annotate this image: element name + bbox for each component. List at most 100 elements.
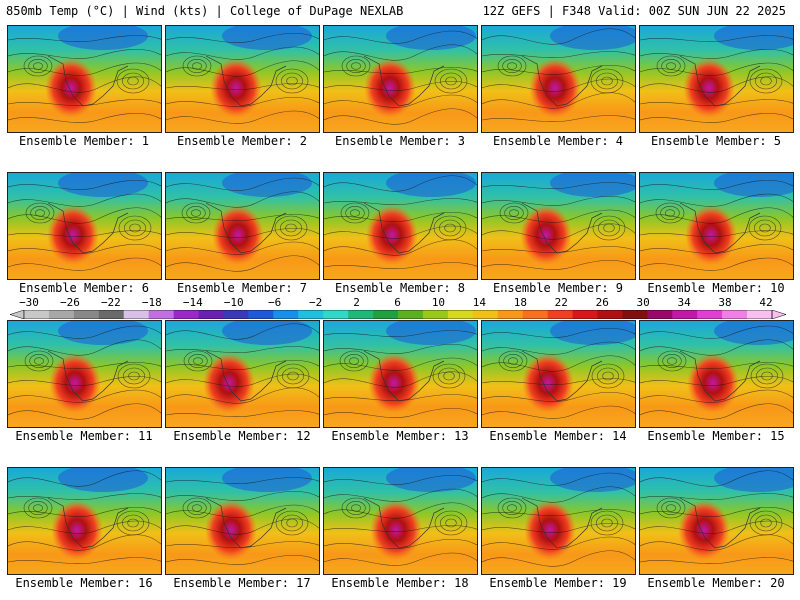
temperature-map (324, 26, 477, 132)
colorbar-segment (422, 310, 449, 319)
colorbar-segment (697, 310, 723, 319)
colorbar-segment (273, 310, 299, 319)
colorbar-segment (123, 310, 149, 319)
colorbar-segment (48, 310, 75, 319)
ensemble-member-map (481, 320, 636, 428)
temperature-map (640, 26, 793, 132)
colorbar-tick-label: 30 (636, 296, 650, 309)
temperature-map (166, 321, 319, 427)
ensemble-member-map (165, 172, 320, 280)
ensemble-member-map (639, 172, 794, 280)
colorbar-tick-label: 42 (759, 296, 773, 309)
colorbar-segment (522, 310, 548, 319)
ensemble-member-label: Ensemble Member: 18 (331, 576, 469, 590)
colorbar-segment (198, 310, 224, 319)
temperature-map (8, 321, 161, 427)
colorbar-tick-label: 22 (554, 296, 568, 309)
ensemble-member-label: Ensemble Member: 15 (647, 429, 785, 443)
colorbar-tick-label: −6 (268, 296, 282, 309)
colorbar-segment (348, 310, 374, 319)
colorbar-tick-label: 34 (677, 296, 691, 309)
colorbar-segment (148, 310, 174, 319)
ensemble-member-map (165, 25, 320, 133)
colorbar-segment (472, 310, 499, 319)
ensemble-member-map (323, 320, 478, 428)
colorbar-segment (572, 310, 598, 319)
colorbar-segment (24, 310, 50, 319)
colorbar-segment (447, 310, 474, 319)
ensemble-member-map (481, 25, 636, 133)
colorbar-tick-label: −18 (141, 296, 162, 309)
temperature-map (482, 173, 635, 279)
colorbar-tick-label: −30 (19, 296, 39, 309)
colorbar-segment (298, 310, 324, 319)
colorbar-tick-label: 14 (472, 296, 486, 309)
ensemble-member-label: Ensemble Member: 13 (331, 429, 469, 443)
colorbar-segment (173, 310, 199, 319)
temperature-map (640, 468, 793, 574)
ensemble-member-map (323, 25, 478, 133)
ensemble-member-label: Ensemble Member: 4 (492, 134, 624, 148)
ensemble-member-label: Ensemble Member: 3 (334, 134, 466, 148)
temperature-map (8, 173, 161, 279)
temperature-map (8, 468, 161, 574)
ensemble-member-label: Ensemble Member: 16 (15, 576, 153, 590)
colorbar-tick-label: 18 (513, 296, 527, 309)
colorbar-segment (647, 310, 673, 319)
colorbar-tick-label: −14 (182, 296, 203, 309)
ensemble-member-label: Ensemble Member: 19 (489, 576, 627, 590)
temperature-map (166, 468, 319, 574)
ensemble-member-map (481, 467, 636, 575)
ensemble-member-label: Ensemble Member: 20 (647, 576, 785, 590)
temperature-colorbar (10, 310, 786, 319)
ensemble-member-label: Ensemble Member: 10 (647, 281, 785, 295)
ensemble-member-label: Ensemble Member: 5 (650, 134, 782, 148)
ensemble-member-label: Ensemble Member: 8 (334, 281, 466, 295)
temperature-map (640, 321, 793, 427)
colorbar-min-arrow (10, 310, 25, 319)
ensemble-member-label: Ensemble Member: 14 (489, 429, 627, 443)
colorbar-segment (622, 310, 648, 319)
colorbar-labels: −30 −26 −22 −18 −14 −10 −6 −2 2 6 10 14 18 22 26 30 34 38… (0, 296, 800, 309)
temperature-map (166, 173, 319, 279)
colorbar-tick-label: 38 (718, 296, 732, 309)
colorbar-segment (73, 310, 100, 319)
temperature-map (166, 26, 319, 132)
colorbar-segment (398, 310, 424, 319)
colorbar-segment (223, 310, 249, 319)
colorbar-tick-label: 10 (431, 296, 446, 309)
ensemble-member-label: Ensemble Member: 12 (173, 429, 311, 443)
ensemble-member-label: Ensemble Member: 1 (18, 134, 150, 148)
ensemble-member-map (481, 172, 636, 280)
colorbar-tick-label: 26 (595, 296, 609, 309)
ensemble-member-map (7, 172, 162, 280)
colorbar-segment (248, 310, 274, 319)
ensemble-member-map (165, 320, 320, 428)
colorbar-tick-label: −10 (223, 296, 244, 309)
ensemble-member-map (323, 467, 478, 575)
colorbar-segment (597, 310, 623, 319)
colorbar-segment (672, 310, 698, 319)
colorbar-tick-label: −2 (308, 296, 323, 309)
colorbar-segment (373, 310, 399, 319)
colorbar-tick-label: −26 (60, 296, 80, 309)
temperature-map (640, 173, 793, 279)
colorbar-tick-label: −22 (100, 296, 121, 309)
temperature-map (482, 26, 635, 132)
temperature-map (482, 321, 635, 427)
temperature-map (482, 468, 635, 574)
temperature-map (324, 321, 477, 427)
colorbar-segment (497, 310, 523, 319)
ensemble-member-map (7, 320, 162, 428)
run-valid-time: 12Z GEFS | F348 Valid: 00Z SUN JUN 22 20… (482, 4, 786, 18)
ensemble-member-map (639, 25, 794, 133)
map-title: 850mb Temp (°C) | Wind (kts) | College o… (6, 4, 404, 18)
colorbar-max-arrow (771, 310, 786, 319)
temperature-map (8, 26, 161, 132)
ensemble-member-label: Ensemble Member: 2 (176, 134, 308, 148)
ensemble-member-map (165, 467, 320, 575)
colorbar-segment (323, 310, 349, 319)
colorbar-tick-label: 2 (353, 296, 360, 309)
temperature-map (324, 173, 477, 279)
ensemble-member-label: Ensemble Member: 11 (15, 429, 153, 443)
